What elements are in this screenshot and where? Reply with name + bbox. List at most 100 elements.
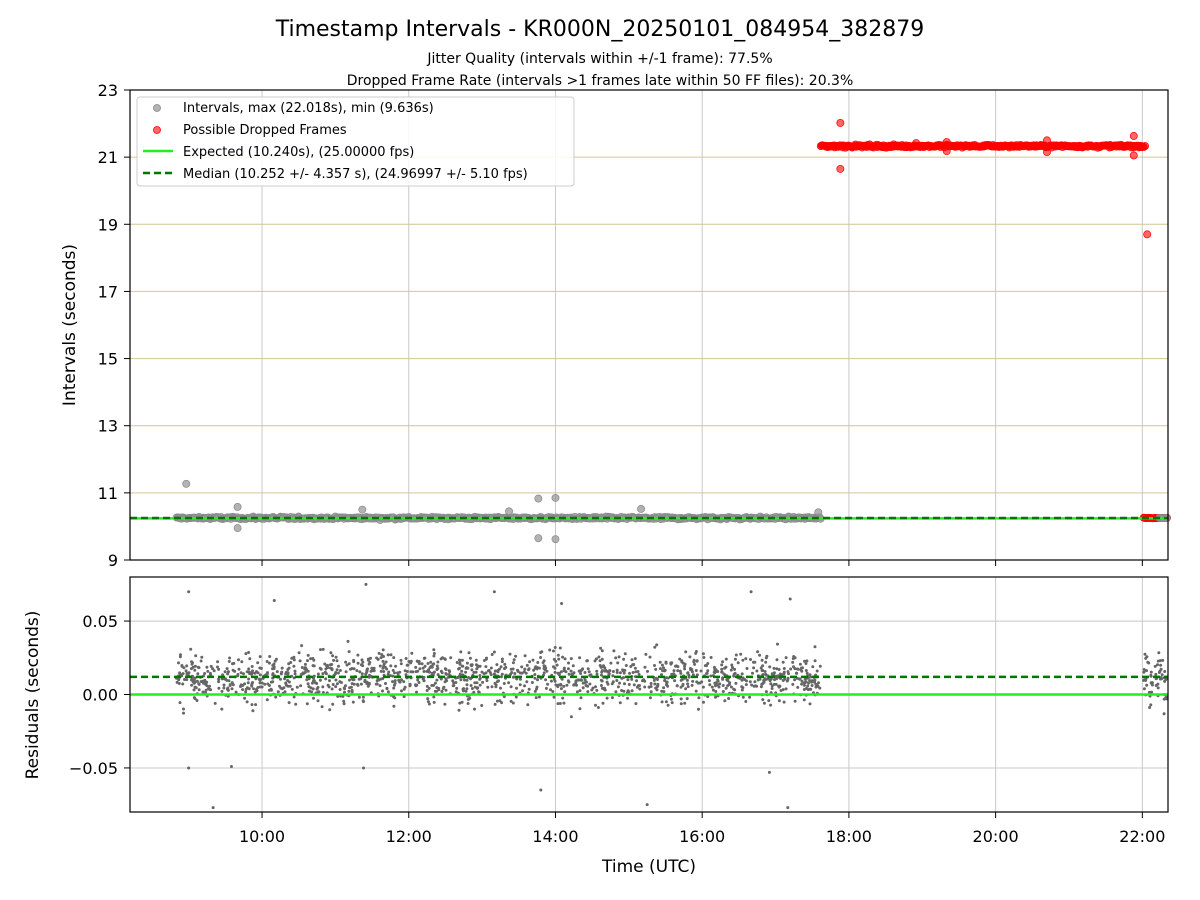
- residual-point-1248: [649, 682, 653, 685]
- residual-point-1062: [488, 671, 492, 675]
- residual-point-649: [312, 658, 316, 662]
- residual-point-906: [624, 664, 628, 667]
- residual-outlier-1: [187, 766, 191, 770]
- residual-point-673: [271, 672, 275, 676]
- residual-point-1155: [311, 679, 315, 683]
- residual-point-514: [567, 661, 570, 665]
- residual-outlier-5: [364, 582, 368, 586]
- residual-point-1555: [1147, 690, 1151, 694]
- residual-point-53: [464, 670, 468, 674]
- residual-point-1454: [695, 680, 699, 684]
- residual-point-1468: [578, 678, 582, 682]
- legend-entry-intervals: Intervals, max (22.018s), min (9.636s): [183, 101, 434, 116]
- residual-point-1130: [312, 664, 316, 668]
- residual-point-579: [178, 701, 182, 705]
- residual-point-912: [745, 667, 749, 670]
- residual-point-125: [196, 672, 200, 676]
- residual-point-602: [553, 670, 557, 674]
- residual-point-411: [655, 685, 659, 689]
- residual-point-1407: [252, 687, 256, 691]
- residual-point-968: [328, 663, 332, 667]
- residual-point-1026: [512, 675, 516, 679]
- residual-point-76: [513, 672, 517, 675]
- residual-point-349: [248, 657, 252, 661]
- residual-point-632: [562, 701, 566, 705]
- residual-point-1149: [600, 669, 604, 672]
- residual-point-980: [600, 649, 604, 653]
- residual-point-1345: [265, 698, 269, 702]
- residual-point-98: [685, 697, 689, 701]
- residual-point-227: [612, 649, 616, 653]
- residual-point-977: [457, 658, 461, 662]
- residual-point-1559: [1165, 697, 1168, 701]
- residual-point-191: [511, 661, 515, 665]
- residual-point-1185: [323, 670, 327, 674]
- residual-point-1348: [329, 666, 333, 670]
- residual-point-918: [518, 671, 522, 675]
- residual-point-1262: [535, 685, 539, 689]
- residual-point-373: [189, 647, 193, 651]
- x-tick-label-3: 16:00: [679, 827, 725, 846]
- residual-point-326: [328, 679, 331, 683]
- top-plot-y-ticks: 9 11 13 15 17 19 21 23: [98, 81, 1143, 570]
- residual-point-16: [241, 688, 245, 692]
- residual-point-1128: [193, 680, 197, 684]
- residual-point-1486: [338, 680, 342, 684]
- residual-point-1070: [533, 673, 537, 676]
- residual-point-1003: [422, 679, 426, 683]
- residual-point-654: [526, 703, 530, 707]
- residual-point-1443: [660, 673, 663, 677]
- residual-point-789: [566, 667, 570, 671]
- residual-point-904: [707, 679, 711, 683]
- residual-point-498: [181, 682, 185, 686]
- residual-point-174: [559, 687, 563, 691]
- residual-point-560: [611, 680, 615, 684]
- residual-point-630: [332, 658, 336, 662]
- residual-point-280: [384, 660, 388, 664]
- residual-point-1258: [618, 681, 621, 685]
- residual-point-910: [260, 681, 264, 685]
- residual-point-794: [632, 663, 636, 666]
- residual-point-1523: [1159, 667, 1163, 671]
- residual-point-42: [279, 677, 282, 681]
- residual-point-231: [473, 707, 476, 711]
- residual-point-981: [476, 686, 480, 690]
- residual-point-1524: [1142, 668, 1146, 671]
- residual-point-1116: [279, 686, 283, 690]
- residual-point-1296: [764, 656, 768, 660]
- residual-point-111: [598, 659, 602, 663]
- residual-point-706: [481, 680, 485, 684]
- top-y-tick-label-6: 21: [98, 148, 118, 167]
- residual-point-1163: [767, 699, 771, 703]
- residual-point-1086: [714, 684, 717, 688]
- residual-point-1403: [239, 671, 243, 675]
- residual-point-1037: [242, 672, 245, 676]
- residual-point-505: [465, 683, 469, 687]
- residual-point-882: [319, 648, 322, 652]
- residual-point-871: [416, 669, 420, 673]
- residual-point-1133: [470, 668, 474, 672]
- residual-point-1405: [250, 671, 254, 675]
- residual-point-1285: [602, 687, 606, 691]
- residual-point-500: [334, 655, 338, 659]
- residual-point-975: [688, 655, 692, 659]
- residual-point-867: [430, 673, 434, 677]
- residual-point-1377: [786, 670, 790, 674]
- residual-point-1139: [195, 699, 199, 702]
- dropped-frame-outlier-3: [942, 138, 951, 146]
- residual-point-478: [702, 656, 706, 659]
- residual-point-1453: [315, 682, 319, 685]
- residual-point-1349: [193, 676, 197, 680]
- residual-point-733: [182, 707, 185, 711]
- residual-point-687: [784, 687, 788, 691]
- residual-point-1268: [681, 677, 685, 681]
- residual-point-479: [654, 676, 658, 680]
- residual-point-800: [381, 659, 385, 663]
- residual-point-1153: [283, 690, 287, 694]
- residual-point-829: [733, 688, 737, 692]
- residual-point-811: [458, 661, 462, 665]
- residual-point-177: [588, 682, 592, 686]
- residual-point-874: [330, 687, 334, 691]
- residual-point-1256: [609, 661, 613, 665]
- residual-point-236: [426, 700, 430, 704]
